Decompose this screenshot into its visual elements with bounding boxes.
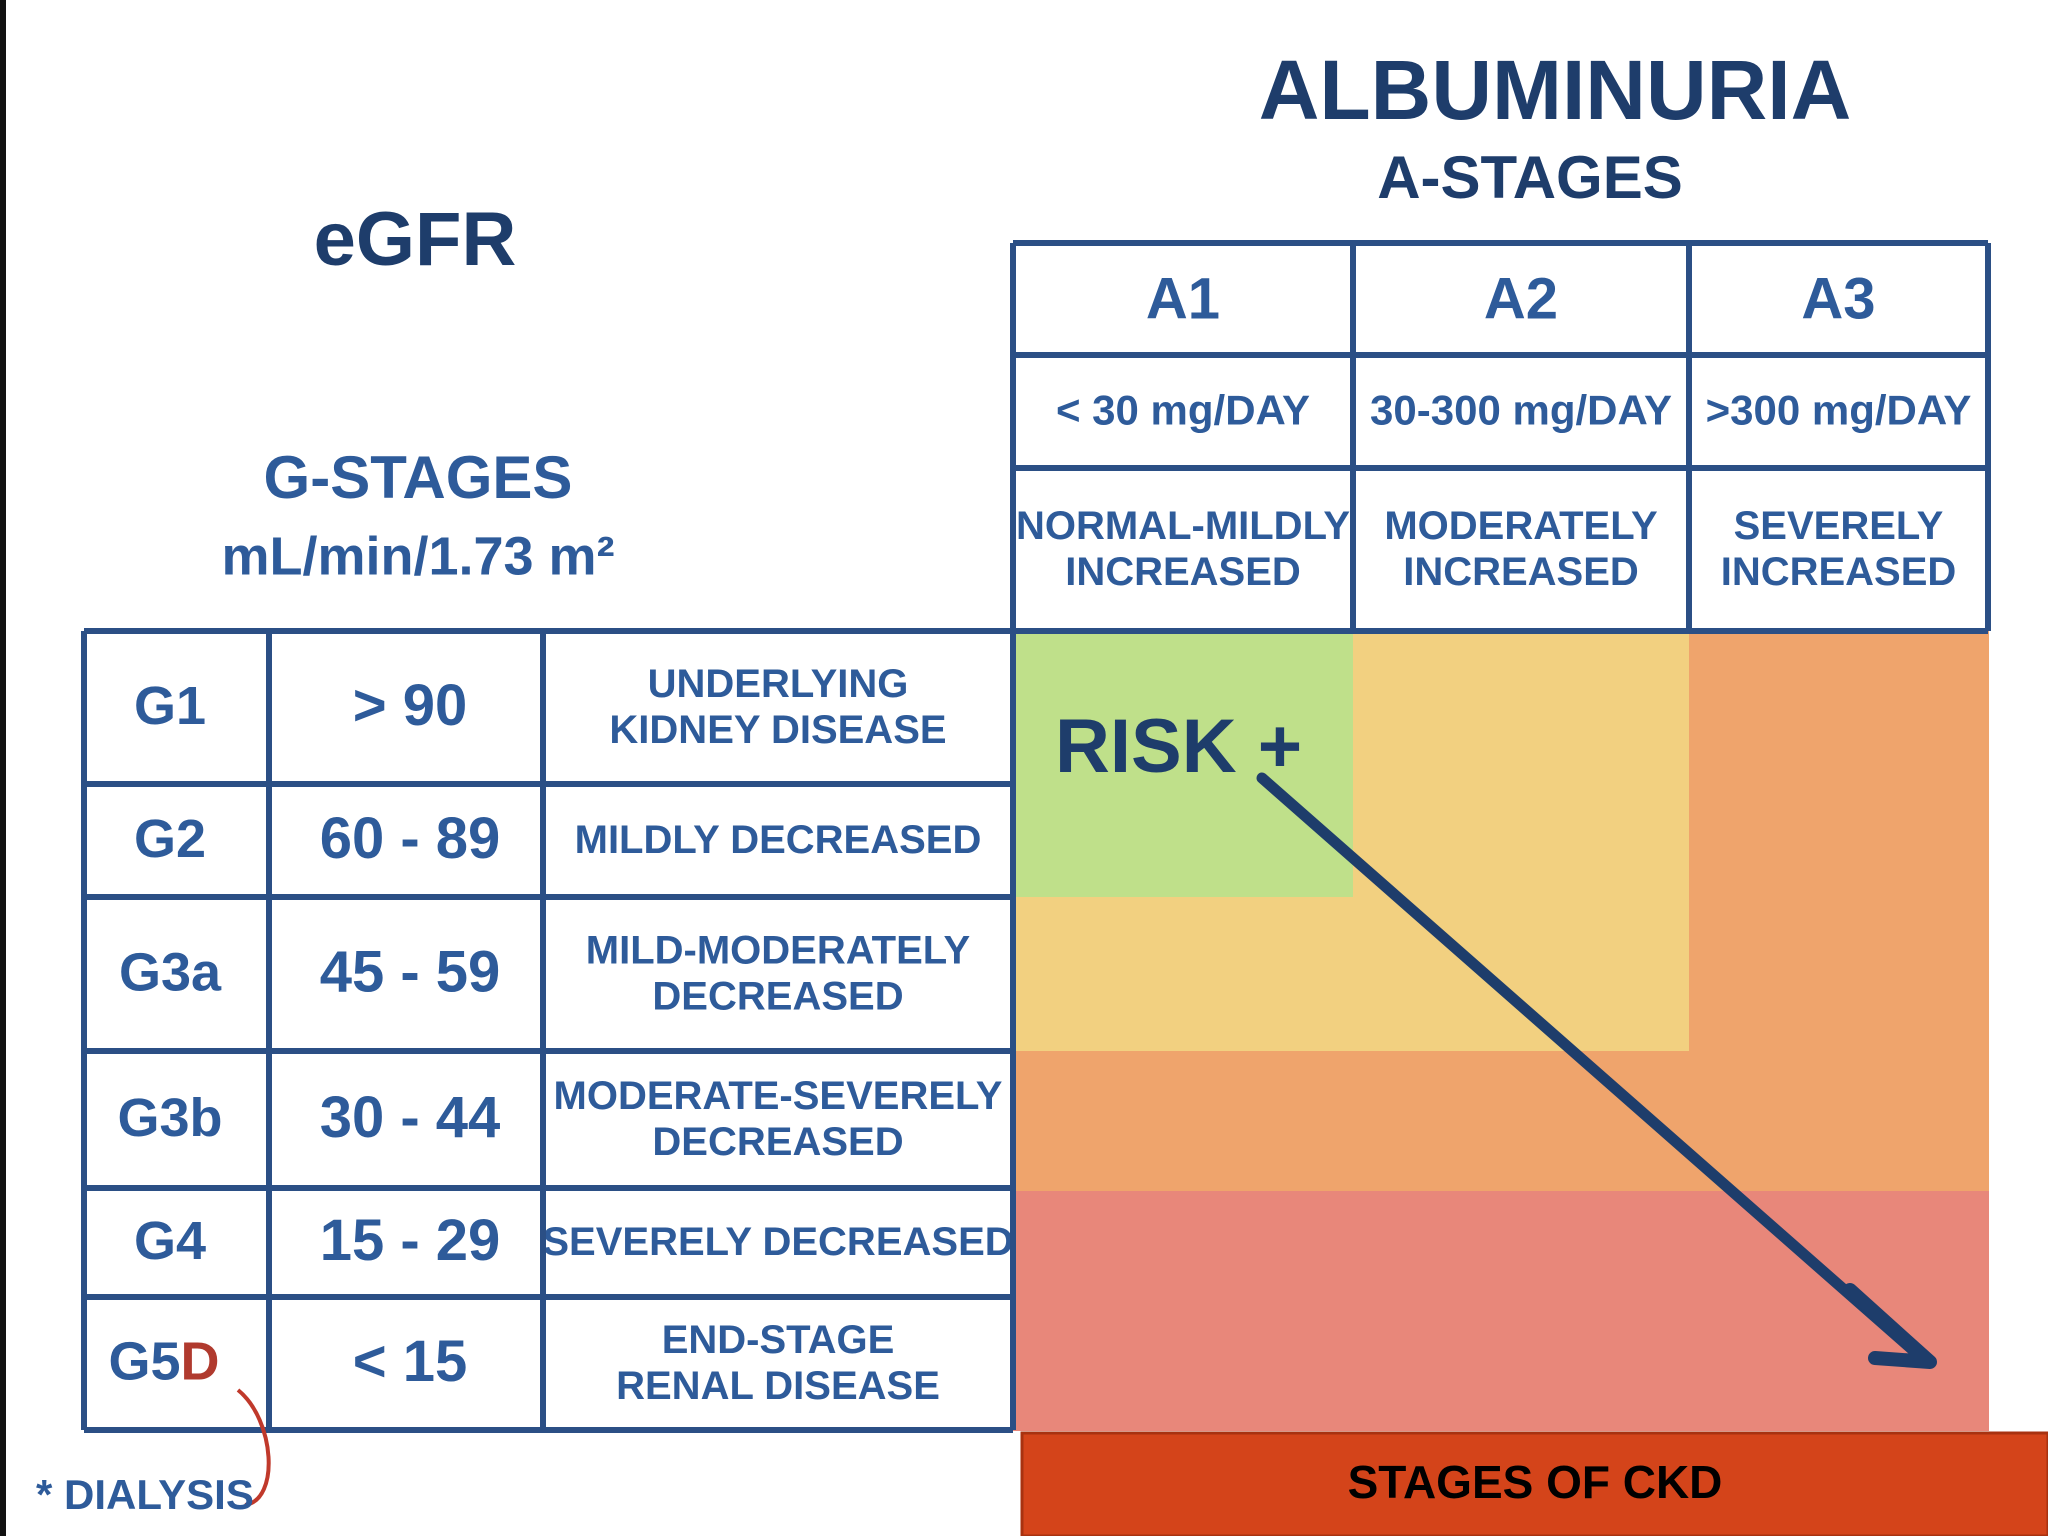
g-stage-suffix: D [181, 1332, 220, 1392]
heat-cell [1689, 1191, 1989, 1431]
g-stages-unit: mL/min/1.73 m² [221, 526, 614, 586]
g-description: UNDERLYING [648, 662, 909, 706]
heat-cell [1689, 631, 1989, 898]
g-range: < 15 [353, 1329, 468, 1394]
g-stage-label: G5 [108, 1332, 180, 1392]
g-range: 45 - 59 [320, 939, 501, 1004]
banner-text: STAGES OF CKD [1348, 1456, 1723, 1508]
heat-cell [1689, 1051, 1989, 1192]
g-description: SEVERELY DECREASED [542, 1220, 1013, 1264]
g-description: MILDLY DECREASED [575, 818, 982, 862]
g-stages-title: G-STAGES [264, 444, 573, 511]
g-range: 30 - 44 [320, 1085, 501, 1150]
g-stage: G3b [117, 1088, 222, 1148]
g-description: MILD-MODERATELY [586, 929, 971, 973]
a-range: < 30 mg/DAY [1056, 387, 1310, 434]
banner [1020, 1431, 2048, 1536]
g-stage: G4 [134, 1211, 206, 1271]
g-description: END-STAGE [662, 1318, 895, 1362]
g-stage: G5D [108, 1332, 219, 1392]
risk-heatmap [1013, 631, 1989, 1431]
a-stage: A2 [1484, 266, 1558, 331]
heat-cell [1013, 1051, 1354, 1192]
a-description: INCREASED [1403, 550, 1639, 594]
a-description: INCREASED [1721, 550, 1957, 594]
heat-cell [1353, 1191, 1690, 1431]
egfr-title: eGFR [314, 197, 517, 282]
g-description: DECREASED [652, 1120, 903, 1164]
a-stage: A3 [1801, 266, 1875, 331]
g-stage: G1 [134, 676, 206, 736]
a-description: SEVERELY [1734, 504, 1944, 548]
a-description: NORMAL-MILDLY [1016, 504, 1350, 548]
left-edge [0, 0, 6, 1536]
dialysis-curve [236, 1388, 271, 1507]
g-description: MODERATE-SEVERELY [554, 1074, 1003, 1118]
heat-cell [1353, 1051, 1690, 1192]
heat-cell [1013, 897, 1354, 1052]
g-stage: G3a [119, 942, 222, 1002]
g-description: KIDNEY DISEASE [609, 708, 946, 752]
heat-cell [1353, 897, 1690, 1052]
a-range: 30-300 mg/DAY [1370, 387, 1672, 434]
a-description: INCREASED [1065, 550, 1301, 594]
g-stage: G2 [134, 809, 206, 869]
heat-cell [1013, 631, 1354, 898]
a-range: >300 mg/DAY [1706, 387, 1972, 434]
a-description: MODERATELY [1384, 504, 1658, 548]
g-description: RENAL DISEASE [616, 1364, 940, 1408]
footnote: * DIALYSIS [36, 1471, 254, 1518]
g-range: 60 - 89 [320, 806, 501, 871]
risk-arrow [1256, 772, 1921, 1358]
a-stage: A1 [1146, 266, 1220, 331]
heat-cell [1689, 897, 1989, 1052]
arrow-head [1843, 1283, 1937, 1369]
a-stages-title: A-STAGES [1377, 144, 1683, 211]
albuminuria-title: ALBUMINURIA [1259, 43, 1852, 137]
heat-cell [1353, 631, 1690, 898]
g-range: > 90 [353, 673, 468, 738]
g-range: 15 - 29 [320, 1208, 501, 1273]
g-description: DECREASED [652, 975, 903, 1019]
heat-cell [1013, 1191, 1354, 1431]
